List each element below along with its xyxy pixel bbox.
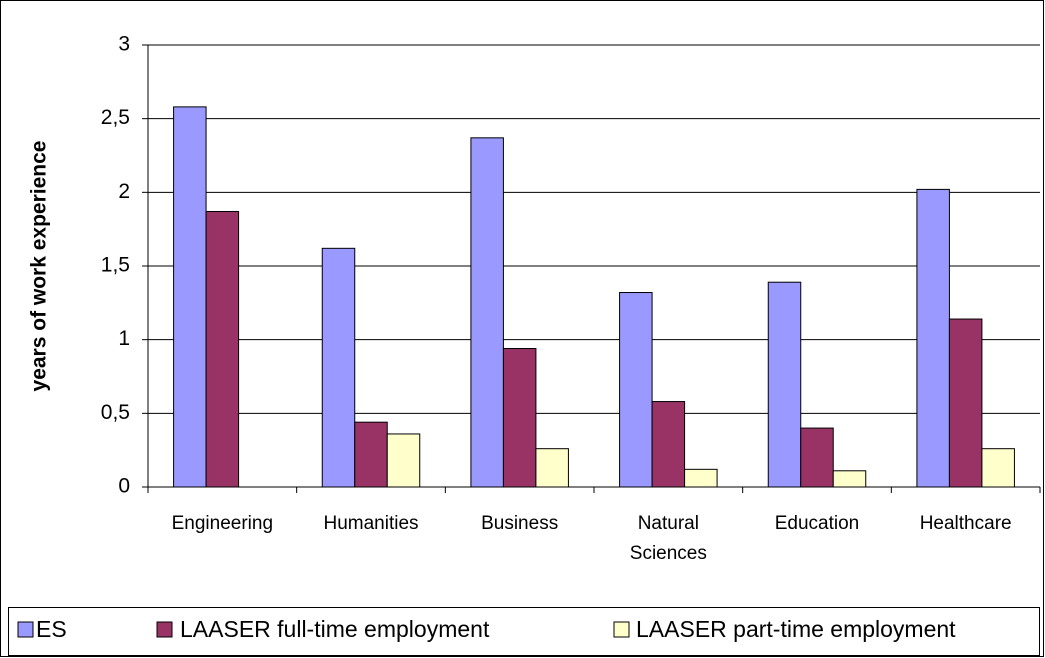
legend-label: ES	[36, 616, 67, 642]
x-tick-label: Business	[481, 513, 559, 534]
bar	[470, 137, 504, 488]
legend-swatch	[156, 621, 173, 638]
y-tick-label: 3	[118, 33, 130, 56]
bar	[651, 401, 686, 488]
bar	[981, 448, 1015, 488]
bar	[619, 292, 653, 488]
bar	[535, 448, 569, 488]
x-tick-label: Humanities	[323, 513, 419, 534]
y-tick-label: 1,5	[101, 254, 130, 277]
bar	[386, 433, 421, 488]
legend-box	[8, 607, 1040, 656]
y-tick-label: 0	[118, 475, 130, 498]
x-tick-label: Education	[774, 513, 860, 534]
bar	[321, 247, 356, 488]
legend-swatch	[613, 621, 630, 638]
bar	[354, 421, 388, 488]
bar	[767, 281, 802, 488]
y-tick-label: 2,5	[101, 106, 130, 129]
bar	[832, 470, 867, 488]
y-tick-label: 0,5	[101, 401, 130, 424]
bar	[916, 188, 950, 488]
legend-swatch	[17, 621, 34, 638]
legend-label: LAASER full-time employment	[180, 616, 490, 642]
bar	[684, 468, 718, 488]
y-tick-label: 2	[118, 180, 130, 203]
y-tick-label: 1	[118, 327, 130, 350]
bar	[205, 210, 240, 488]
bar	[948, 318, 983, 488]
x-tick-label: Healthcare	[919, 513, 1012, 534]
y-axis-title: years of work experience	[28, 141, 51, 392]
x-tick-label: Engineering	[171, 513, 274, 534]
legend-label: LAASER part-time employment	[636, 616, 956, 642]
x-tick-label: Natural Sciences	[629, 513, 707, 564]
bar	[173, 106, 207, 488]
bar	[800, 427, 834, 488]
bar	[502, 348, 537, 488]
